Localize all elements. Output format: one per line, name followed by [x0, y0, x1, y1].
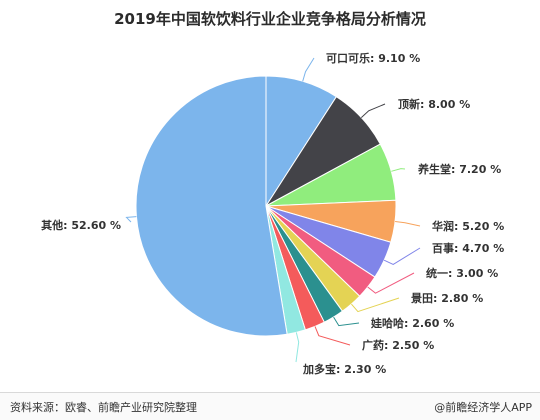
slice-label-10: 加多宝: 2.30 % — [302, 362, 386, 376]
leader-line-11 — [125, 216, 137, 223]
slice-label-5: 百事: 4.70 % — [432, 241, 504, 255]
slice-label-7: 景田: 2.80 % — [410, 292, 483, 305]
leader-line-7 — [351, 297, 400, 313]
brand-text: @前瞻经济学人APP — [434, 401, 532, 414]
slice-label-2: 顶新: 8.00 % — [398, 97, 470, 111]
slice-label-1: 可口可乐: 9.10 % — [326, 51, 420, 65]
footer: 资料来源：欧睿、前瞻产业研究院整理 @前瞻经济学人APP — [0, 392, 540, 420]
leader-line-6 — [367, 272, 415, 294]
leader-line-9 — [314, 326, 351, 346]
leader-line-5 — [383, 247, 421, 265]
leader-line-4 — [395, 221, 421, 227]
leader-line-8 — [333, 316, 360, 327]
leader-line-10 — [295, 332, 300, 363]
source-note: 资料来源：欧睿、前瞻产业研究院整理 — [10, 401, 197, 414]
slice-label-6: 统一: 3.00 % — [426, 266, 498, 280]
chart-title: 2019年中国软饮料行业企业竞争格局分析情况 — [114, 10, 426, 28]
brand: @前瞻经济学人APP — [434, 399, 532, 415]
slice-label-3: 养生堂: 7.20 % — [417, 162, 501, 176]
pie-slice-11 — [135, 75, 288, 337]
slice-label-11: 其他: 52.60 % — [41, 218, 121, 232]
leader-line-2 — [360, 103, 386, 118]
leader-line-3 — [391, 168, 406, 172]
leader-line-1 — [302, 57, 315, 82]
pie-chart: 可口可乐: 9.10 % 顶新: 8.00 % 养生堂: 7.20 % 华润: 5.2… — [41, 51, 504, 376]
slice-label-9: 广药: 2.50 % — [362, 338, 434, 352]
slice-label-8: 娃哈哈: 2.60 % — [370, 316, 454, 330]
slice-label-4: 华润: 5.20 % — [432, 219, 504, 233]
